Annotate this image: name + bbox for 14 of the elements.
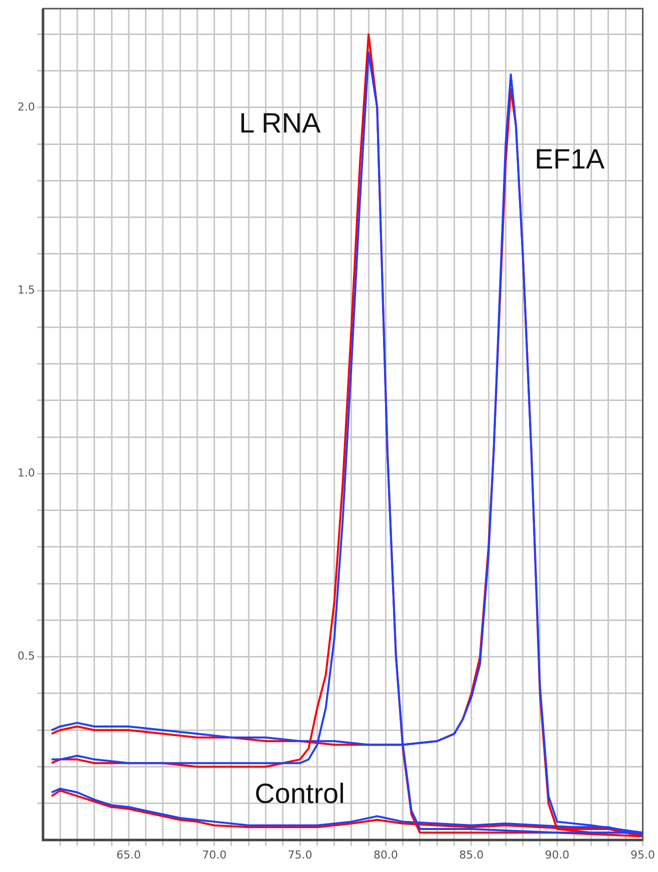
y-tick-label: 1.5 xyxy=(18,283,35,296)
y-tick-label: 2.0 xyxy=(18,100,35,114)
x-tick-label: 95.0 xyxy=(630,848,656,862)
x-tick-label: 65.0 xyxy=(116,848,141,862)
y-tick-label: 1.0 xyxy=(18,466,35,480)
annotation: EF1A xyxy=(534,143,605,174)
x-tick-label: 80.0 xyxy=(373,848,398,862)
x-tick-label: 90.0 xyxy=(544,848,570,862)
y-tick-label: 0.5 xyxy=(18,650,35,663)
x-tick-label: 85.0 xyxy=(459,848,484,862)
annotation: Control xyxy=(254,778,345,809)
x-tick-label: 70.0 xyxy=(202,848,227,862)
x-tick-label: 75.0 xyxy=(288,848,312,862)
annotation: L RNA xyxy=(239,108,321,139)
